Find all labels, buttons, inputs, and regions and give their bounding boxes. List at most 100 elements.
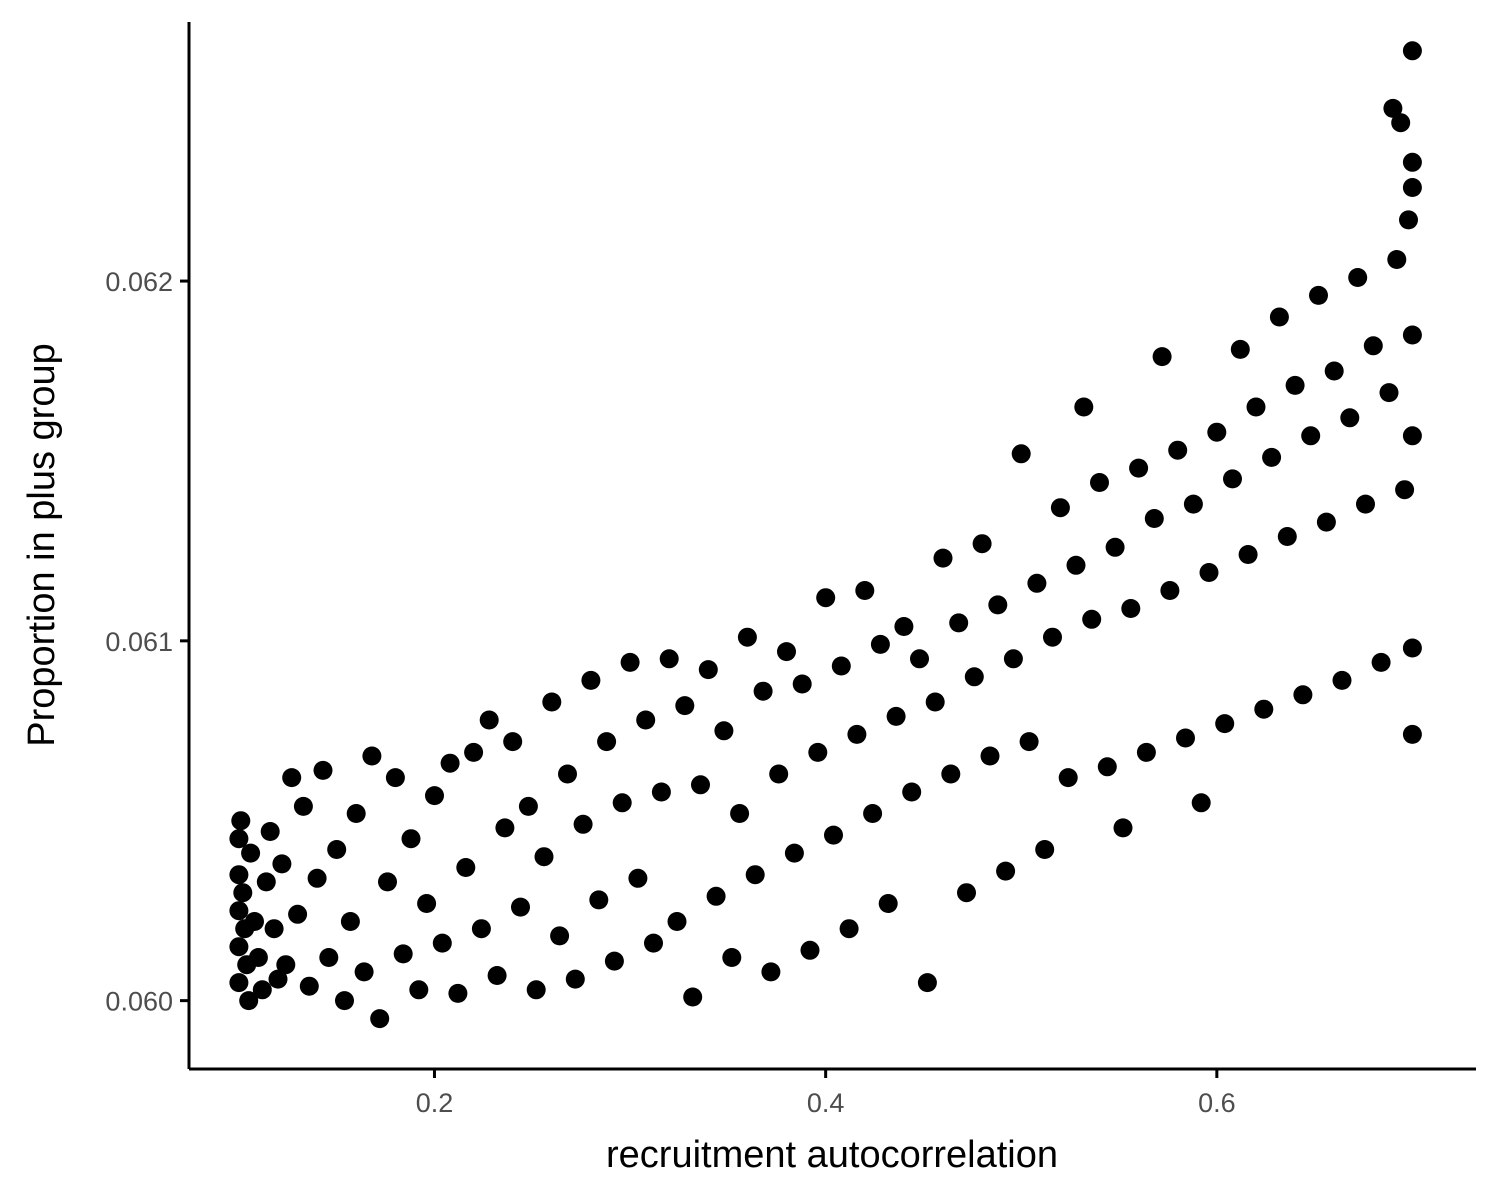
data-point (1395, 480, 1415, 500)
data-point (370, 1009, 390, 1029)
data-point (1348, 268, 1368, 287)
data-point (401, 829, 421, 849)
data-point (385, 768, 405, 788)
data-point (550, 926, 570, 946)
data-point (260, 822, 280, 841)
data-point (319, 948, 339, 967)
x-tick-label: 0.4 (807, 1088, 845, 1118)
data-point (1269, 307, 1289, 327)
data-point (307, 868, 327, 888)
data-point (902, 782, 922, 802)
data-point (518, 796, 538, 816)
y-tick-label: 0.062 (105, 267, 173, 297)
data-point (1399, 210, 1418, 230)
data-point (784, 843, 804, 863)
data-point (1402, 41, 1422, 61)
data-point (1090, 473, 1109, 492)
data-point (839, 919, 859, 939)
data-point (620, 652, 640, 672)
data-point (933, 548, 953, 568)
data-point (293, 796, 313, 816)
data-point (1356, 494, 1375, 514)
data-point (917, 973, 937, 993)
data-point (714, 721, 734, 741)
data-point (1332, 670, 1352, 690)
data-point (1340, 408, 1360, 428)
y-tick-label: 0.060 (105, 987, 173, 1017)
data-point (597, 732, 617, 752)
data-point (1019, 732, 1039, 752)
data-point (667, 912, 687, 931)
data-point (346, 804, 366, 823)
data-point (1285, 375, 1305, 395)
data-point (1136, 742, 1156, 762)
data-point (229, 901, 249, 921)
data-point (1238, 545, 1258, 564)
data-point (1402, 638, 1422, 658)
data-point (753, 681, 773, 701)
data-point (1402, 152, 1422, 172)
data-point (1309, 285, 1328, 305)
data-point (1363, 336, 1383, 356)
data-point (233, 883, 253, 903)
data-point (847, 724, 867, 744)
x-axis-ticks: 0.2 0.4 0.6 (416, 1069, 1236, 1118)
data-point (1191, 793, 1211, 813)
data-point (636, 710, 656, 730)
data-point (651, 782, 671, 802)
data-point (534, 847, 554, 867)
data-point (957, 883, 976, 903)
data-point (299, 976, 319, 996)
data-point (1379, 383, 1399, 403)
data-point (1035, 840, 1055, 859)
x-tick-label: 0.2 (416, 1088, 454, 1118)
data-point (241, 843, 261, 863)
data-point (1050, 498, 1070, 518)
data-point (816, 588, 836, 608)
data-point (777, 642, 796, 662)
data-point (542, 692, 562, 712)
data-point (996, 861, 1016, 881)
data-point (1316, 512, 1336, 532)
data-point (925, 692, 945, 712)
y-axis-ticks: 0.060 0.061 0.062 (105, 267, 189, 1017)
data-point (659, 649, 679, 669)
data-point (589, 890, 609, 910)
data-point (1152, 347, 1172, 367)
data-point (1293, 685, 1313, 705)
data-point (573, 814, 593, 834)
data-point (268, 969, 288, 989)
data-point (256, 872, 276, 892)
data-point (1383, 98, 1403, 118)
data-point (327, 840, 347, 859)
data-point (1058, 768, 1078, 788)
data-point (479, 710, 499, 730)
data-point (248, 948, 268, 967)
data-point (730, 804, 750, 823)
data-point (698, 660, 718, 680)
data-point (800, 940, 820, 960)
data-point (737, 627, 757, 647)
data-point (1066, 555, 1086, 575)
data-point (1121, 599, 1141, 618)
data-point (276, 955, 296, 975)
data-point (264, 919, 284, 939)
data-point (1277, 527, 1297, 546)
data-point (456, 858, 476, 877)
data-point (628, 868, 648, 888)
data-point (231, 811, 251, 831)
data-point (1402, 724, 1422, 744)
data-point (941, 764, 961, 784)
data-point (988, 595, 1008, 615)
data-point (1003, 649, 1023, 669)
data-point (1011, 444, 1031, 464)
data-point (229, 973, 249, 993)
data-point (964, 667, 984, 687)
data-point (282, 768, 302, 788)
data-point (831, 656, 851, 676)
data-point (745, 865, 765, 885)
data-point (824, 825, 843, 845)
data-point (288, 904, 308, 924)
data-point (471, 919, 491, 939)
data-point (894, 617, 914, 636)
